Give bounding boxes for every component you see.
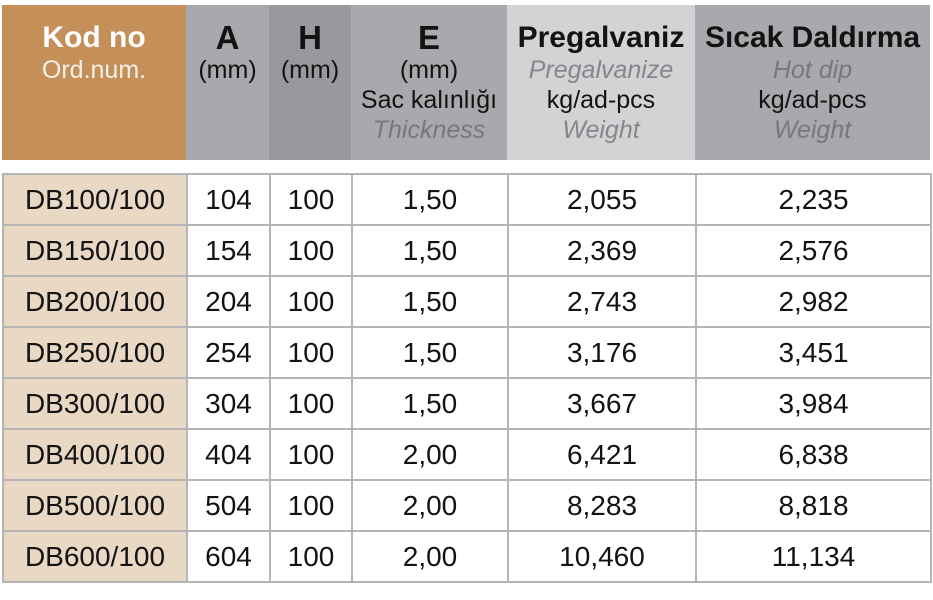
cell-a-mm: 204 bbox=[186, 275, 271, 328]
header-title-a: A bbox=[215, 19, 240, 56]
cell-h-mm: 100 bbox=[269, 224, 353, 277]
header-weight-pregalvaniz: Weight bbox=[562, 116, 640, 144]
header-cell-e: E (mm) Sac kalınlığı Thickness bbox=[351, 5, 507, 160]
header-unit-sicak: kg/ad-pcs bbox=[758, 86, 867, 114]
cell-kod-no: DB250/100 bbox=[2, 326, 188, 379]
table-rows-container: DB100/100 104 100 1,50 2,055 2,235 DB150/100 15… bbox=[2, 173, 932, 583]
cell-h-mm: 100 bbox=[269, 377, 353, 430]
cell-e-thickness: 1,50 bbox=[351, 326, 509, 379]
table-row: DB100/100 104 100 1,50 2,055 2,235 bbox=[2, 173, 932, 226]
header-cell-sicak-daldirma: Sıcak Daldırma Hot dip kg/ad-pcs Weight bbox=[695, 5, 930, 160]
cell-sicak-weight: 11,134 bbox=[695, 530, 932, 583]
header-desc-sac-kalinligi: Sac kalınlığı bbox=[360, 86, 498, 114]
cell-sicak-weight: 2,576 bbox=[695, 224, 932, 277]
header-title-e: E bbox=[417, 19, 440, 56]
cell-kod-no: DB200/100 bbox=[2, 275, 188, 328]
table-header: Kod no Ord.num. A (mm) H (mm) E (mm) Sac… bbox=[2, 5, 930, 160]
header-unit-pregalvaniz: kg/ad-pcs bbox=[546, 86, 656, 114]
cell-e-thickness: 1,50 bbox=[351, 224, 509, 277]
cell-sicak-weight: 8,818 bbox=[695, 479, 932, 532]
header-title-pregalvaniz: Pregalvaniz bbox=[517, 21, 685, 54]
cell-h-mm: 100 bbox=[269, 173, 353, 226]
table-row: DB500/100 504 100 2,00 8,283 8,818 bbox=[2, 479, 932, 532]
header-desc-thickness: Thickness bbox=[372, 116, 486, 144]
header-subtitle-hot-dip: Hot dip bbox=[772, 56, 853, 84]
header-title-h: H bbox=[298, 19, 322, 56]
header-cell-h: H (mm) bbox=[269, 5, 351, 160]
header-weight-sicak: Weight bbox=[773, 116, 852, 144]
cell-a-mm: 504 bbox=[186, 479, 271, 532]
header-unit-e: (mm) bbox=[399, 56, 459, 84]
table-row: DB400/100 404 100 2,00 6,421 6,838 bbox=[2, 428, 932, 481]
cell-kod-no: DB150/100 bbox=[2, 224, 188, 277]
cell-h-mm: 100 bbox=[269, 479, 353, 532]
header-title-kod-no: Kod no bbox=[42, 21, 146, 54]
cell-sicak-weight: 6,838 bbox=[695, 428, 932, 481]
cell-e-thickness: 1,50 bbox=[351, 275, 509, 328]
header-title-sicak-daldirma: Sıcak Daldırma bbox=[704, 21, 921, 54]
cell-sicak-weight: 2,982 bbox=[695, 275, 932, 328]
cell-a-mm: 104 bbox=[186, 173, 271, 226]
header-subtitle-pregalvanize: Pregalvanize bbox=[528, 56, 674, 84]
cell-pregalvaniz-weight: 3,667 bbox=[507, 377, 697, 430]
cell-a-mm: 404 bbox=[186, 428, 271, 481]
cell-kod-no: DB500/100 bbox=[2, 479, 188, 532]
table-row: DB300/100 304 100 1,50 3,667 3,984 bbox=[2, 377, 932, 430]
header-cell-kod-no: Kod no Ord.num. bbox=[2, 5, 186, 160]
cell-a-mm: 304 bbox=[186, 377, 271, 430]
cell-pregalvaniz-weight: 2,055 bbox=[507, 173, 697, 226]
cell-h-mm: 100 bbox=[269, 530, 353, 583]
cell-e-thickness: 1,50 bbox=[351, 377, 509, 430]
cell-e-thickness: 1,50 bbox=[351, 173, 509, 226]
cell-e-thickness: 2,00 bbox=[351, 530, 509, 583]
cell-kod-no: DB600/100 bbox=[2, 530, 188, 583]
cell-e-thickness: 2,00 bbox=[351, 479, 509, 532]
spec-table-body: DB100/100 104 100 1,50 2,055 2,235 DB150/100 15… bbox=[2, 173, 932, 583]
cell-sicak-weight: 2,235 bbox=[695, 173, 932, 226]
cell-h-mm: 100 bbox=[269, 275, 353, 328]
cell-sicak-weight: 3,984 bbox=[695, 377, 932, 430]
cell-sicak-weight: 3,451 bbox=[695, 326, 932, 379]
cell-pregalvaniz-weight: 6,421 bbox=[507, 428, 697, 481]
cell-kod-no: DB300/100 bbox=[2, 377, 188, 430]
cell-a-mm: 254 bbox=[186, 326, 271, 379]
table-row: DB250/100 254 100 1,50 3,176 3,451 bbox=[2, 326, 932, 379]
header-unit-a: (mm) bbox=[198, 56, 257, 84]
header-cell-a: A (mm) bbox=[186, 5, 269, 160]
header-unit-h: (mm) bbox=[280, 56, 340, 84]
cell-pregalvaniz-weight: 10,460 bbox=[507, 530, 697, 583]
table-row: DB200/100 204 100 1,50 2,743 2,982 bbox=[2, 275, 932, 328]
cell-kod-no: DB100/100 bbox=[2, 173, 188, 226]
cell-pregalvaniz-weight: 3,176 bbox=[507, 326, 697, 379]
table-row: DB600/100 604 100 2,00 10,460 11,134 bbox=[2, 530, 932, 583]
header-subtitle-ord-num: Ord.num. bbox=[41, 56, 147, 84]
cell-pregalvaniz-weight: 2,369 bbox=[507, 224, 697, 277]
cell-h-mm: 100 bbox=[269, 326, 353, 379]
cell-a-mm: 154 bbox=[186, 224, 271, 277]
cell-a-mm: 604 bbox=[186, 530, 271, 583]
cell-pregalvaniz-weight: 8,283 bbox=[507, 479, 697, 532]
cell-kod-no: DB400/100 bbox=[2, 428, 188, 481]
table-row: DB150/100 154 100 1,50 2,369 2,576 bbox=[2, 224, 932, 277]
cell-h-mm: 100 bbox=[269, 428, 353, 481]
cell-pregalvaniz-weight: 2,743 bbox=[507, 275, 697, 328]
header-cell-pregalvaniz: Pregalvaniz Pregalvanize kg/ad-pcs Weigh… bbox=[507, 5, 695, 160]
cell-e-thickness: 2,00 bbox=[351, 428, 509, 481]
